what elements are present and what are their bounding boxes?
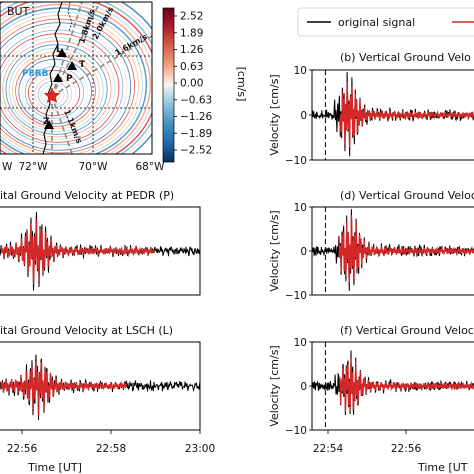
wavefield-ring (0, 29, 124, 146)
map-plot-area: L T P Z PFRB 1.8km/s 2.0km/s 1.6km/s 1.1… (0, 2, 152, 154)
colorbar-unit-label: [cm/s] (235, 67, 248, 102)
x-tick-label-right: 22:54 (313, 443, 344, 455)
wavefield-ring (0, 22, 132, 151)
colorbar-tick-label: 0.63 (180, 61, 203, 73)
station-marker-l (57, 48, 67, 57)
panel-d-ytick-label: −10 (285, 290, 307, 302)
x-tick-label-left: 22:58 (96, 443, 126, 455)
panel-b-ytick-label: −10 (285, 155, 307, 167)
panel-e-plot-area (0, 354, 200, 420)
panel-d-ytick-label: 0 (300, 246, 307, 258)
colorbar-tick-label: 2.52 (180, 11, 203, 23)
colorbar: 2.52 1.89 1.26 0.63 0.00 −0.63 −1.26 −1.89 −2.52… (162, 7, 248, 163)
legend-box (297, 7, 474, 37)
wavefield-map: L T P Z PFRB 1.8km/s 2.0km/s 1.6km/s 1.1… (0, 1, 166, 173)
panel-f-ytick-label: 10 (294, 337, 307, 349)
map-tick-68w: 68°W (136, 161, 166, 173)
panel-d: (d) Vertical Ground Veloc 10 0 −10 Velocity … (268, 189, 474, 302)
panel-f-ylabel: Velocity [cm/s] (268, 345, 281, 426)
seismogram-panels: (b) Vertical Ground Velo 10 0 −10 Velocity [… (0, 51, 474, 437)
wavefield-ring (0, 14, 139, 154)
panel-f-ytick-label: −10 (285, 425, 307, 437)
panel-e-title: ital Ground Velocity at LSCH (L) (0, 324, 173, 337)
colorbar-tick-label: 1.89 (180, 27, 203, 39)
wavefield-ring (0, 36, 116, 141)
wavefield-ring (0, 11, 143, 154)
legend: original signal (297, 7, 474, 37)
panel-d-ytick-label: 10 (294, 202, 307, 214)
panel-f-filtered-trace (339, 358, 474, 413)
station-marker-z (44, 120, 54, 129)
station-marker-t (67, 61, 77, 70)
panel-b: (b) Vertical Ground Velo 10 0 −10 Velocity [… (268, 51, 474, 167)
wavefield-ring (11, 51, 100, 130)
colorbar-tick-label: −1.89 (180, 128, 212, 140)
x-axis-label-left: Time [UT] (27, 461, 82, 474)
panel-f-original-trace (312, 350, 474, 416)
map-tick-70w: 70°W (79, 161, 109, 173)
panel-c-title: ital Ground Velocity at PEDR (P) (0, 189, 174, 202)
station-label-l: L (56, 45, 62, 55)
wavefield-ring (18, 58, 92, 125)
velocity-ray (51, 35, 152, 97)
station-marker-p (53, 73, 63, 82)
wavefield-ring (5, 44, 108, 135)
panel-e-frame (0, 341, 201, 431)
panel-c-frame (0, 206, 201, 296)
colorbar-tick-label: −1.26 (180, 111, 212, 123)
panel-b-ytick-label: 0 (300, 110, 307, 122)
colorbar-tick-label: 1.26 (180, 44, 204, 56)
panel-d-filtered-trace (338, 215, 474, 283)
x-axis-label-right: Time [UT (417, 461, 468, 474)
colorbar-tick-label: −2.52 (180, 145, 212, 157)
x-tick-label-left: 23:00 (185, 443, 215, 455)
panel-c-filtered-trace (0, 219, 155, 284)
panel-e-filtered-trace (0, 361, 127, 416)
colorbar-tick-label: −0.63 (180, 94, 212, 106)
map-tick-left-edge: W (2, 161, 13, 173)
station-label-z: Z (43, 117, 50, 127)
wavefield-ring (24, 66, 85, 119)
source-star-icon (43, 87, 61, 104)
colorbar-ticks: 2.52 1.89 1.26 0.63 0.00 −0.63 −1.26 −1.89 −2.52 (174, 11, 212, 157)
wavefield-ring (0, 33, 120, 143)
panel-d-plot-area (312, 207, 474, 295)
velocity-ray (51, 95, 73, 154)
panel-d-title: (d) Vertical Ground Veloc (340, 189, 474, 202)
x-tick-label-left: 22:56 (7, 443, 38, 455)
wavefield-ring (34, 77, 73, 111)
wavefield-ring (0, 3, 152, 154)
panel-b-filtered-trace (339, 82, 474, 148)
x-tick-label-right: 22:56 (391, 443, 422, 455)
colorbar-tick-label: 0.00 (180, 78, 203, 90)
panel-c-plot-area (0, 211, 200, 291)
legend-entry-original: original signal (338, 16, 415, 29)
map-corner-label: BUT (7, 5, 30, 18)
map-frame (0, 1, 153, 155)
map-tick-72w: 72°W (19, 161, 49, 173)
panel-b-ytick-label: 10 (294, 65, 307, 77)
wavefield-ring (28, 69, 81, 117)
colorbar-gradient (162, 7, 175, 163)
panel-b-ylabel: Velocity [cm/s] (268, 74, 281, 155)
pfrb-label: PFRB (22, 69, 49, 79)
station-label-t: T (79, 60, 86, 70)
panel-d-ylabel: Velocity [cm/s] (268, 210, 281, 291)
panel-e: ital Ground Velocity at LSCH (L) (0, 324, 201, 431)
border-line (67, 2, 73, 33)
station-label-p: P (66, 74, 73, 84)
panel-f-title: (f) Vertical Ground Veloc (340, 324, 474, 337)
time-axes: 22:56 22:58 23:00 22:54 22:56 (7, 430, 422, 455)
panel-d-original-trace (312, 209, 474, 291)
panel-c: ital Ground Velocity at PEDR (P) (0, 189, 201, 296)
panel-b-plot-area (312, 70, 474, 160)
panel-f-ytick-label: 0 (300, 381, 307, 393)
wavefield-ring (31, 73, 77, 114)
wavefield-rings (0, 2, 152, 154)
panel-b-title: (b) Vertical Ground Velo (340, 51, 471, 64)
panel-f: (f) Vertical Ground Veloc 10 0 −10 Velocity … (268, 324, 474, 437)
panel-f-plot-area (312, 342, 474, 430)
wavefield-ring (15, 55, 96, 127)
